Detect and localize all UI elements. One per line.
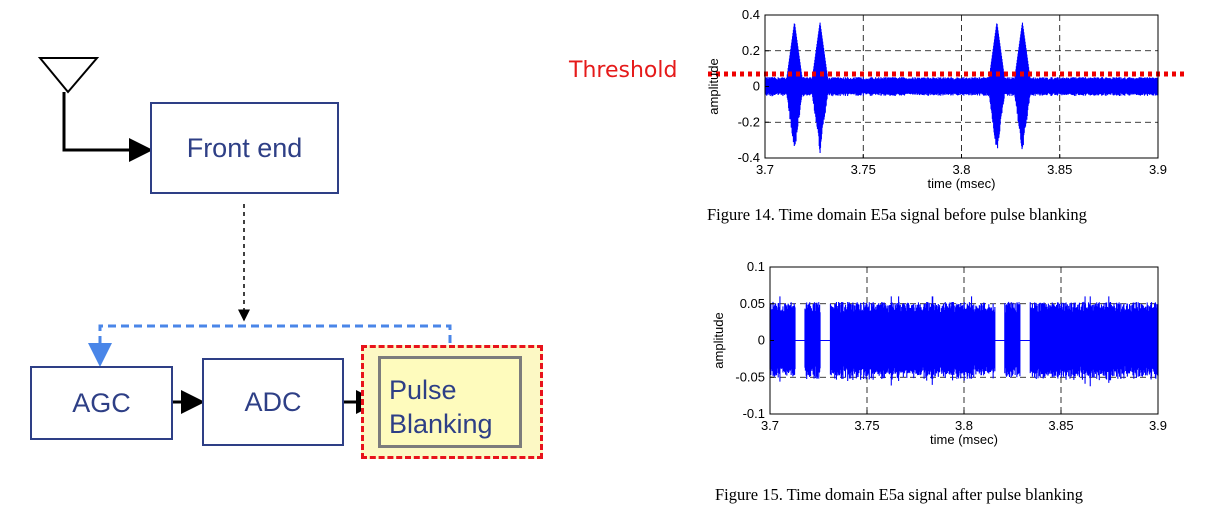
x-tick-label: 3.7 bbox=[761, 418, 779, 433]
signal-series bbox=[764, 22, 1159, 153]
y-tick-label: -0.4 bbox=[738, 150, 760, 165]
chart-before-blanking: 3.7 3.75 3.8 3.85 3.9 0.4 0.2 0 -0.2 -0.4 time (ms… bbox=[706, 7, 1188, 191]
y-axis-label: amplitude bbox=[706, 58, 721, 114]
antenna-icon bbox=[37, 57, 100, 94]
signal-series bbox=[769, 296, 1159, 387]
threshold-label: Threshold bbox=[569, 58, 678, 83]
adc-label: ADC bbox=[244, 386, 302, 417]
x-axis-label: time (msec) bbox=[928, 176, 996, 191]
y-tick-label: 0.1 bbox=[747, 259, 765, 274]
x-tick-label: 3.8 bbox=[952, 162, 970, 177]
figure14-caption: Figure 14. Time domain E5a signal before… bbox=[707, 205, 1087, 224]
x-tick-label: 3.75 bbox=[854, 418, 879, 433]
front-end-label: Front end bbox=[186, 132, 303, 163]
pulse-label-line2: Blanking bbox=[389, 409, 493, 439]
x-tick-label: 3.85 bbox=[1048, 418, 1073, 433]
y-tick-label: 0.4 bbox=[742, 7, 760, 22]
x-axis-label: time (msec) bbox=[930, 432, 998, 447]
x-tick-label: 3.85 bbox=[1047, 162, 1072, 177]
y-tick-label: -0.1 bbox=[743, 406, 765, 421]
y-tick-label: 0.2 bbox=[742, 43, 760, 58]
pulse-label-line1: Pulse bbox=[389, 375, 457, 405]
antenna-to-frontend-arrow bbox=[62, 92, 153, 162]
pulse-blanking-block: Pulse Blanking bbox=[378, 356, 522, 448]
figure15-caption: Figure 15. Time domain E5a signal after … bbox=[715, 485, 1083, 504]
y-tick-label: 0 bbox=[758, 333, 765, 348]
adc-block: ADC bbox=[202, 358, 344, 446]
x-tick-label: 3.75 bbox=[851, 162, 876, 177]
x-tick-label: 3.9 bbox=[1149, 162, 1167, 177]
x-tick-label: 3.8 bbox=[955, 418, 973, 433]
front-end-block: Front end bbox=[150, 102, 339, 194]
x-tick-label: 3.9 bbox=[1149, 418, 1167, 433]
x-tick-label: 3.7 bbox=[756, 162, 774, 177]
y-tick-label: 0 bbox=[753, 79, 760, 94]
y-tick-label: -0.05 bbox=[735, 369, 765, 384]
agc-block: AGC bbox=[30, 366, 173, 440]
y-axis-label: amplitude bbox=[711, 312, 726, 368]
chart-after-blanking: 3.7 3.75 3.8 3.85 3.9 0.1 0.05 0 -0.05 -0.1 time (… bbox=[711, 259, 1167, 447]
y-tick-label: -0.2 bbox=[738, 114, 760, 129]
agc-feedback-line bbox=[88, 324, 452, 367]
agc-label: AGC bbox=[72, 387, 131, 418]
y-tick-label: 0.05 bbox=[740, 296, 765, 311]
